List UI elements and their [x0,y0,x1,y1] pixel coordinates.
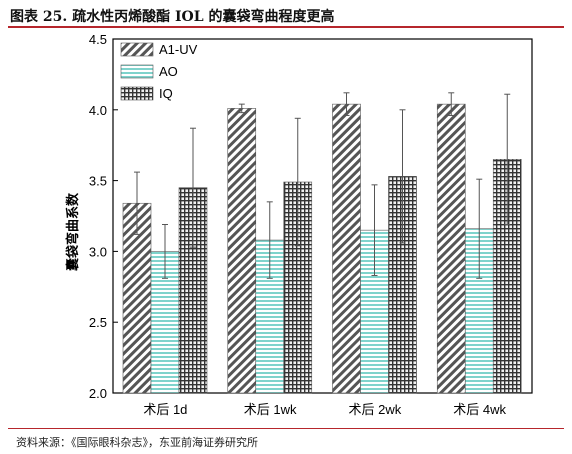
y-tick-label-1: 2.5 [89,315,107,330]
x-tick-label-2: 术后 2wk [349,402,402,417]
y-tick-label-2: 3.0 [89,244,107,259]
bar-A1-UV-2 [332,103,361,394]
legend-label-IQ: IQ [159,86,173,101]
legend-swatch-A1-UV [120,42,154,57]
legend-label-A1-UV: A1-UV [159,42,198,57]
y-tick-label-0: 2.0 [89,386,107,401]
bar-A1-UV-1 [227,108,257,394]
y-tick-label-4: 4.0 [89,103,107,118]
plot-frame [112,38,533,394]
title-rule [8,26,564,28]
legend-label-AO: AO [159,64,178,79]
y-tick-label-3: 3.5 [89,174,107,189]
figure-source: 资料来源：《国际眼科杂志》，东亚前海证券研究所 [16,436,258,449]
y-axis-label: 囊袋弯曲系数 [65,192,80,272]
legend-swatch-AO [120,64,154,79]
x-tick-label-1: 术后 1wk [244,402,297,417]
y-tick-label-5: 4.5 [89,32,107,47]
figure-title: 图表 25. 疏水性丙烯酸酯 IOL 的囊袋弯曲程度更高 [10,9,335,25]
source-rule [8,428,564,429]
legend-swatch-IQ [120,86,154,101]
x-tick-label-0: 术后 1d [143,402,187,417]
x-tick-label-3: 术后 4wk [453,402,506,417]
bar-A1-UV-3 [436,103,466,394]
